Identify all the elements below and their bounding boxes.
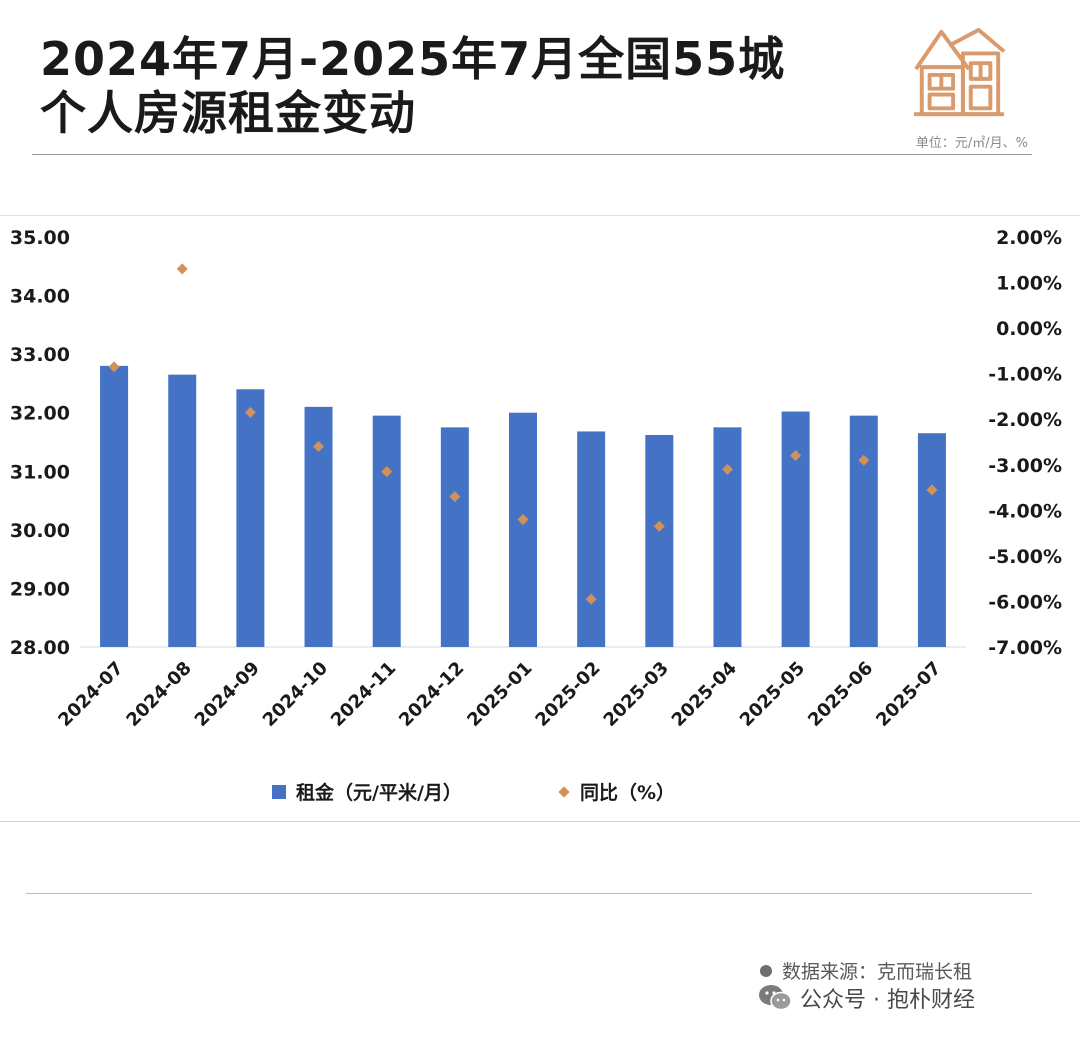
legend-item-yoy: 同比（%）	[558, 778, 676, 805]
legend-label-rent: 租金（元/平米/月）	[296, 782, 462, 804]
rent-bar	[577, 431, 606, 647]
x-tick-label: 2025-01	[463, 658, 536, 731]
x-tick-label: 2025-07	[872, 658, 945, 731]
yoy-marker	[108, 361, 120, 373]
rent-bar	[100, 365, 129, 647]
source-text: 数据来源：克而瑞长租	[782, 961, 973, 983]
yoy-marker	[721, 463, 733, 475]
yoy-marker	[653, 520, 665, 532]
yoy-marker	[858, 454, 870, 466]
yoy-marker	[585, 593, 597, 605]
rent-bar	[849, 415, 878, 647]
x-tick-label: 2024-08	[122, 658, 195, 731]
x-tick-label: 2025-04	[668, 658, 741, 731]
x-tick-label: 2024-10	[259, 658, 332, 731]
right-axis: 2.00% 1.00% 0.00% -1.00% -2.00% -3.00% -4.00% -…	[988, 227, 1062, 659]
y-left-tick-label: 31.00	[10, 461, 70, 483]
y-left-tick-label: 30.00	[10, 520, 70, 542]
y-right-tick-label: -1.00%	[988, 364, 1062, 386]
rent-bar	[917, 433, 946, 647]
y-left-tick-label: 29.00	[10, 578, 70, 600]
title-divider	[32, 154, 1032, 155]
title-line-2: 个人房源租金变动	[40, 86, 416, 140]
rent-bar	[372, 415, 401, 647]
x-tick-label: 2024-12	[395, 658, 468, 731]
yoy-marker	[176, 263, 188, 275]
plot-top-divider	[0, 215, 1080, 216]
yoy-marker	[517, 513, 529, 525]
rent-bar	[509, 412, 537, 647]
combo-chart: 35.00 34.00 33.00 32.00 31.00 30.00 29.00 28.00…	[10, 227, 1062, 731]
y-right-tick-label: 2.00%	[996, 227, 1062, 249]
chart-title: 2024年7月-2025年7月全国55城 个人房源租金变动	[40, 32, 785, 140]
marker-series	[108, 263, 938, 605]
rent-bar	[440, 427, 469, 647]
rent-bar	[713, 427, 742, 647]
x-tick-label: 2024-11	[327, 658, 400, 731]
left-axis: 35.00 34.00 33.00 32.00 31.00 30.00 29.00 28.00	[10, 227, 70, 659]
rent-bar	[236, 389, 265, 647]
house-icon	[913, 27, 1006, 117]
x-tick-label: 2024-07	[54, 658, 127, 731]
wechat-text: 公众号 · 抱朴财经	[800, 988, 975, 1013]
yoy-marker	[313, 441, 325, 453]
data-source: 数据来源：克而瑞长租	[760, 957, 972, 984]
x-tick-label: 2025-05	[736, 658, 809, 731]
lower-divider-1	[0, 821, 1080, 822]
y-right-tick-label: -5.00%	[988, 546, 1062, 568]
y-left-tick-label: 35.00	[10, 227, 70, 249]
legend-item-rent: 租金（元/平米/月）	[272, 778, 462, 805]
y-right-tick-label: 1.00%	[996, 273, 1062, 295]
legend: 租金（元/平米/月） 同比（%）	[0, 778, 960, 808]
yoy-marker	[790, 450, 802, 462]
wechat-icon	[759, 985, 792, 1011]
y-left-tick-label: 28.00	[10, 637, 70, 659]
x-axis: 2024-072024-082024-092024-102024-112024-…	[54, 658, 945, 731]
legend-swatch-marker	[558, 785, 570, 798]
x-tick-label: 2024-09	[191, 658, 264, 731]
bar-series	[100, 365, 946, 647]
rent-bar	[168, 374, 197, 647]
yoy-marker	[381, 466, 393, 478]
rent-bar	[645, 434, 674, 647]
x-tick-label: 2025-06	[804, 658, 877, 731]
unit-label: 单位：元/㎡/月、%	[915, 136, 1028, 151]
y-right-tick-label: -7.00%	[988, 637, 1062, 659]
x-tick-label: 2025-03	[600, 658, 673, 731]
y-left-tick-label: 34.00	[10, 286, 70, 308]
yoy-marker	[244, 406, 256, 418]
y-right-tick-label: -6.00%	[988, 591, 1062, 613]
yoy-marker	[926, 484, 938, 496]
y-left-tick-label: 32.00	[10, 403, 70, 425]
wechat-credit: 公众号 · 抱朴财经	[758, 982, 975, 1014]
rent-bar	[781, 411, 810, 647]
y-right-tick-label: -4.00%	[988, 500, 1062, 522]
y-right-tick-label: 0.00%	[996, 318, 1062, 340]
legend-label-yoy: 同比（%）	[580, 782, 676, 804]
bullet-icon	[760, 964, 772, 977]
legend-swatch-bar	[272, 784, 286, 799]
yoy-marker	[449, 491, 461, 503]
title-line-1: 2024年7月-2025年7月全国55城	[40, 32, 786, 86]
x-tick-label: 2025-02	[531, 658, 604, 731]
y-right-tick-label: -2.00%	[988, 409, 1062, 431]
lower-divider-2	[26, 893, 1032, 894]
y-left-tick-label: 33.00	[10, 344, 70, 366]
y-right-tick-label: -3.00%	[988, 455, 1062, 477]
